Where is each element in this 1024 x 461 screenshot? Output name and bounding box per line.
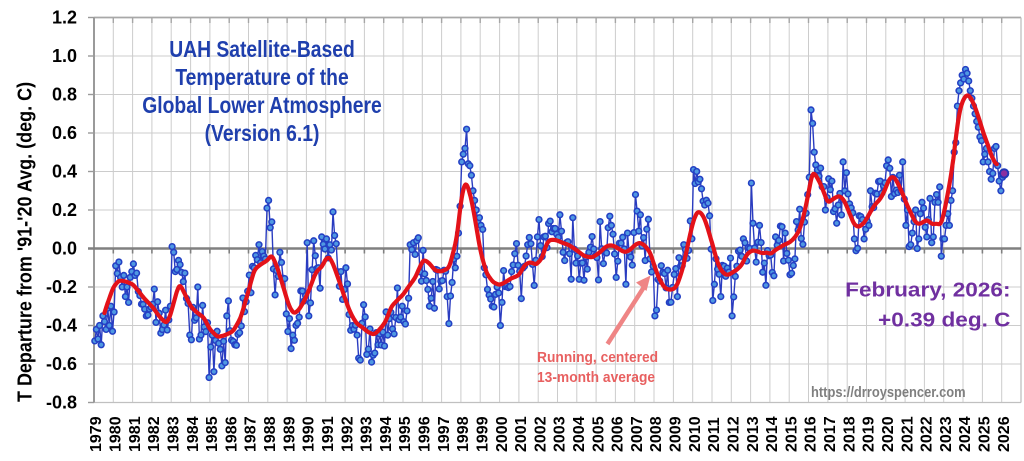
svg-text:-0.2: -0.2: [46, 277, 77, 297]
svg-text:Global Lower Atmosphere: Global Lower Atmosphere: [142, 94, 382, 119]
svg-text:1986: 1986: [223, 416, 240, 452]
svg-text:2009: 2009: [668, 416, 685, 452]
svg-text:13-month average: 13-month average: [537, 370, 655, 387]
svg-text:1990: 1990: [301, 416, 318, 452]
svg-text:2020: 2020: [880, 416, 897, 452]
svg-text:2004: 2004: [571, 416, 588, 452]
svg-text:2025: 2025: [977, 416, 994, 452]
svg-text:2017: 2017: [822, 416, 839, 452]
svg-text:2000: 2000: [494, 416, 511, 452]
svg-text:2011: 2011: [706, 417, 723, 452]
svg-text:1980: 1980: [108, 416, 125, 452]
svg-text:1989: 1989: [281, 416, 298, 452]
svg-text:2015: 2015: [783, 416, 800, 452]
svg-text:(Version 6.1): (Version 6.1): [205, 122, 320, 147]
svg-text:1981: 1981: [127, 416, 144, 452]
svg-text:0.0: 0.0: [52, 239, 77, 259]
svg-text:2021: 2021: [899, 416, 916, 452]
svg-text:2022: 2022: [919, 416, 936, 452]
svg-text:Running, centered: Running, centered: [537, 350, 658, 367]
svg-text:1992: 1992: [339, 416, 356, 452]
svg-text:2010: 2010: [687, 416, 704, 452]
svg-text:1998: 1998: [455, 416, 472, 452]
svg-text:1995: 1995: [397, 416, 414, 452]
svg-text:2006: 2006: [610, 416, 627, 452]
svg-text:2012: 2012: [726, 416, 743, 452]
svg-text:2002: 2002: [532, 416, 549, 452]
svg-text:2001: 2001: [513, 416, 530, 452]
svg-text:-0.4: -0.4: [46, 316, 77, 336]
svg-text:2013: 2013: [745, 416, 762, 452]
svg-text:0.4: 0.4: [52, 162, 77, 182]
svg-text:1.2: 1.2: [52, 8, 77, 28]
svg-text:1987: 1987: [243, 416, 260, 452]
svg-text:1999: 1999: [474, 416, 491, 452]
svg-text:2026: 2026: [996, 416, 1013, 452]
svg-text:1982: 1982: [146, 416, 163, 452]
svg-text:0.2: 0.2: [52, 200, 77, 220]
svg-text:1991: 1991: [320, 416, 337, 452]
svg-text:UAH Satellite-Based: UAH Satellite-Based: [169, 38, 355, 63]
svg-text:T Departure from '91-'20 Avg.: T Departure from '91-'20 Avg. (deg. C): [15, 82, 37, 402]
svg-text:1994: 1994: [378, 416, 395, 452]
svg-text:2016: 2016: [803, 416, 820, 452]
svg-text:1.0: 1.0: [52, 46, 77, 66]
svg-text:+0.39 deg. C: +0.39 deg. C: [878, 309, 1010, 331]
svg-text:1993: 1993: [359, 416, 376, 452]
svg-text:0.8: 0.8: [52, 85, 77, 105]
svg-text:February, 2026:: February, 2026:: [845, 279, 1010, 301]
svg-text:1985: 1985: [204, 416, 221, 452]
svg-text:1984: 1984: [185, 416, 202, 452]
svg-text:1979: 1979: [88, 416, 105, 452]
svg-text:-0.6: -0.6: [46, 354, 77, 374]
svg-text:2008: 2008: [648, 416, 665, 452]
svg-text:2019: 2019: [861, 416, 878, 452]
svg-text:1983: 1983: [165, 416, 182, 452]
svg-text:-0.8: -0.8: [46, 393, 77, 413]
svg-text:2023: 2023: [938, 416, 955, 452]
svg-text:1997: 1997: [436, 416, 453, 452]
svg-text:Temperature of the: Temperature of the: [175, 66, 349, 91]
svg-text:2018: 2018: [841, 416, 858, 452]
svg-text:2005: 2005: [590, 416, 607, 452]
svg-text:0.6: 0.6: [52, 123, 77, 143]
svg-text:2014: 2014: [764, 416, 781, 452]
svg-text:2007: 2007: [629, 416, 646, 452]
svg-text:2003: 2003: [552, 416, 569, 452]
svg-text:1988: 1988: [262, 416, 279, 452]
svg-text:1996: 1996: [417, 416, 434, 452]
svg-text:2024: 2024: [957, 416, 974, 452]
svg-text:https://drroyspencer.com: https://drroyspencer.com: [811, 383, 966, 400]
